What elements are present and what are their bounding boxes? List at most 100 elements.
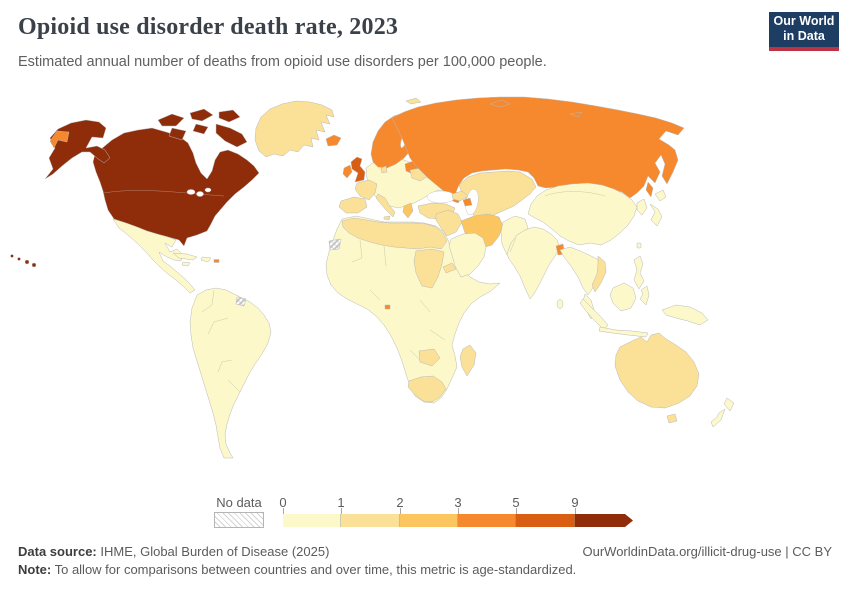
iraq-syria[interactable]: [435, 209, 463, 237]
sri-lanka[interactable]: [556, 299, 564, 309]
island-jamaica[interactable]: [181, 261, 191, 267]
legend-tick-label: 2: [396, 495, 404, 510]
russia-chukotka-fragment[interactable]: [49, 130, 70, 149]
korea[interactable]: [636, 198, 648, 216]
french-guiana[interactable]: [235, 296, 247, 307]
canada-arctic-islands[interactable]: [189, 108, 214, 122]
iberia[interactable]: [338, 196, 368, 214]
legend-tick-mark: [283, 508, 284, 514]
hawaii[interactable]: [24, 259, 30, 265]
equatorial-guinea[interactable]: [384, 304, 391, 310]
great-lakes: [196, 191, 204, 197]
page-title: Opioid use disorder death rate, 2023: [18, 14, 399, 40]
country-iceland[interactable]: [325, 134, 342, 147]
legend-color-bar: [283, 514, 633, 527]
new-guinea[interactable]: [661, 304, 709, 326]
svalbard[interactable]: [405, 97, 422, 105]
china-mongolia-border: [509, 191, 606, 253]
legend-tick-mark: [458, 508, 459, 514]
country-azerbaijan[interactable]: [462, 197, 473, 207]
owid-logo-line1: Our World: [773, 14, 835, 28]
africa-borders: [351, 239, 446, 361]
puerto-rico[interactable]: [213, 259, 220, 263]
legend-bin-0-1[interactable]: [283, 514, 341, 527]
country-denmark[interactable]: [380, 165, 388, 174]
country-greece[interactable]: [402, 202, 414, 219]
country-south-africa[interactable]: [407, 375, 447, 403]
data-source-label: Data source:: [18, 544, 97, 559]
baffin-island[interactable]: [215, 123, 248, 148]
country-greenland[interactable]: [254, 100, 335, 158]
legend-tick-label: 0: [279, 495, 287, 510]
note-line: Note: To allow for comparisons between c…: [18, 562, 576, 577]
sulawesi[interactable]: [639, 285, 650, 306]
black-sea: [426, 190, 456, 204]
sumatra[interactable]: [579, 298, 609, 331]
country-united-kingdom[interactable]: [350, 156, 366, 183]
legend-bin-2-3[interactable]: [400, 514, 458, 527]
hawaii[interactable]: [31, 262, 37, 268]
hawaii[interactable]: [10, 254, 14, 258]
south-america[interactable]: [189, 287, 272, 459]
country-japan[interactable]: [649, 203, 663, 227]
canada-arctic-islands[interactable]: [192, 123, 209, 135]
philippines[interactable]: [633, 255, 645, 290]
legend-color-scale: 0 1 2 3 5 9: [279, 495, 643, 531]
country-cuba[interactable]: [172, 252, 198, 261]
arctic-sliver[interactable]: [569, 111, 583, 118]
country-france[interactable]: [354, 179, 378, 201]
country-australia[interactable]: [614, 332, 700, 409]
legend-no-data-swatch[interactable]: [214, 512, 264, 528]
north-africa[interactable]: [341, 217, 448, 250]
owid-logo-line2: in Data: [783, 29, 825, 43]
arabian-peninsula[interactable]: [448, 232, 487, 278]
caucasus[interactable]: [451, 190, 469, 202]
country-vietnam[interactable]: [591, 255, 607, 293]
legend-tick-label: 5: [512, 495, 520, 510]
legend-tick-mark: [400, 508, 401, 514]
legend-tick-label: 1: [337, 495, 345, 510]
new-zealand-south[interactable]: [710, 408, 726, 428]
new-zealand-north[interactable]: [723, 397, 735, 412]
south-america-borders: [201, 289, 241, 393]
chart-footer: Data source: IHME, Global Burden of Dise…: [18, 544, 832, 577]
country-ireland[interactable]: [342, 164, 353, 179]
hawaii[interactable]: [17, 257, 21, 261]
country-japan[interactable]: [654, 189, 667, 202]
country-madagascar[interactable]: [459, 344, 477, 377]
legend-tick-mark: [516, 508, 517, 514]
legend-bin-9-plus[interactable]: [575, 514, 633, 527]
legend-tick-label: 9: [571, 495, 579, 510]
legend-bin-5-9[interactable]: [516, 514, 575, 527]
legend-bin-1-2[interactable]: [341, 514, 400, 527]
country-eritrea[interactable]: [442, 262, 457, 274]
data-source-text: IHME, Global Burden of Disease (2025): [96, 544, 330, 559]
owid-logo[interactable]: Our World in Data: [769, 12, 839, 51]
mexico-central-america[interactable]: [112, 218, 196, 294]
canada-arctic-islands[interactable]: [157, 113, 185, 127]
western-sahara[interactable]: [328, 238, 342, 251]
country-india[interactable]: [506, 226, 561, 300]
great-lakes: [204, 187, 212, 193]
page-subtitle: Estimated annual number of deaths from o…: [18, 54, 547, 70]
java[interactable]: [598, 326, 649, 338]
taiwan[interactable]: [636, 242, 642, 249]
island-hispaniola[interactable]: [200, 256, 212, 263]
note-label: Note:: [18, 562, 52, 577]
country-sudan[interactable]: [413, 248, 445, 289]
sakhalin[interactable]: [645, 181, 654, 198]
china-mongolia[interactable]: [527, 182, 638, 246]
victoria-island[interactable]: [168, 127, 187, 141]
legend-tick-mark: [575, 508, 576, 514]
country-canada-usa[interactable]: [92, 127, 260, 247]
tasmania[interactable]: [666, 413, 678, 424]
island-sicily[interactable]: [383, 215, 391, 221]
country-italy[interactable]: [375, 193, 396, 218]
novaya-zemlya[interactable]: [489, 99, 511, 108]
owid-cc-link[interactable]: OurWorldinData.org/illicit-drug-use | CC…: [582, 544, 833, 559]
us-canada-border: [103, 190, 225, 197]
borneo[interactable]: [609, 282, 637, 312]
legend-bin-3-5[interactable]: [458, 514, 516, 527]
canada-arctic-islands[interactable]: [218, 109, 241, 123]
